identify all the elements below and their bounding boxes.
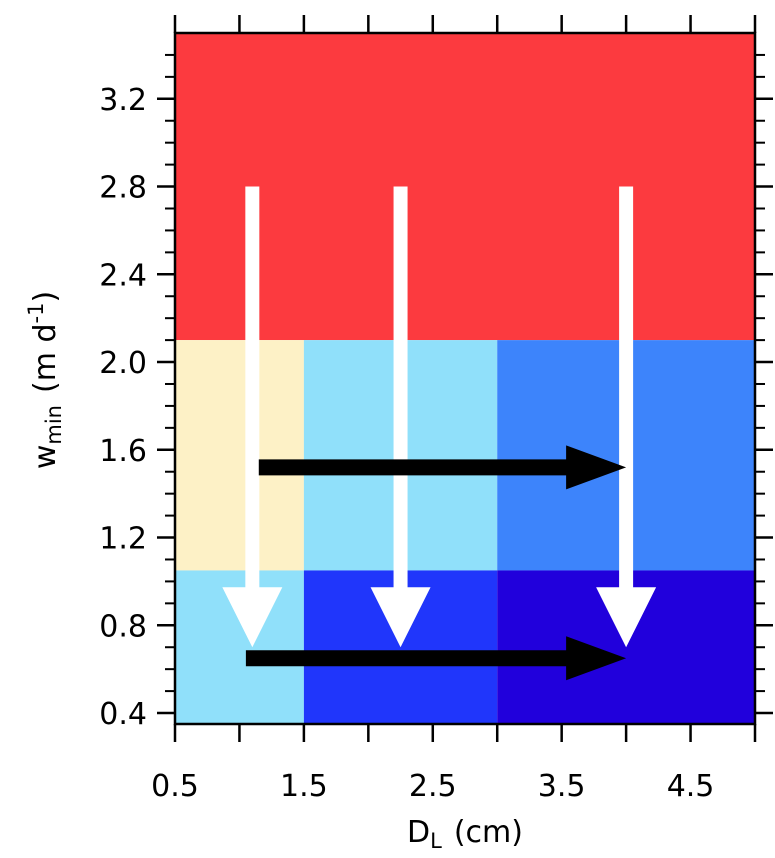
tick-labels: 0.5 1.5 2.5 3.5 4.5 0.4 0.8 1.2 1.6 2.0 2.4 2.8 3.2 xyxy=(99,83,714,804)
y-tick-label: 2.8 xyxy=(99,171,147,206)
x-tick-label: 3.5 xyxy=(538,769,586,804)
y-tick-label: 3.2 xyxy=(99,83,147,118)
y-tick-label: 2.4 xyxy=(99,258,147,293)
y-axis-label-units: (m d xyxy=(28,324,63,394)
y-tick-label: 1.2 xyxy=(99,522,147,557)
arrow-annotations xyxy=(222,186,657,681)
y-tick-label: 0.4 xyxy=(99,697,147,732)
axis-ticks xyxy=(157,15,773,742)
x-tick-label: 0.5 xyxy=(151,769,199,804)
white-down-arrow-1 xyxy=(370,186,431,648)
white-down-arrow-2 xyxy=(596,186,657,648)
heatmap-cell-0 xyxy=(175,33,755,341)
y-axis-label: wmin (m d-1) xyxy=(24,291,66,469)
black-right-arrow-3 xyxy=(258,445,627,490)
white-down-arrow-0 xyxy=(222,186,283,648)
plot-frame xyxy=(173,31,757,726)
x-axis-label: DL (cm) xyxy=(407,815,523,853)
x-axis-label-main: D xyxy=(407,815,430,850)
x-tick-label: 2.5 xyxy=(409,769,457,804)
y-axis-label-superscript: -1 xyxy=(24,303,48,324)
x-tick-label: 4.5 xyxy=(667,769,715,804)
y-axis-label-main: w xyxy=(28,445,63,470)
y-tick-label: 2.0 xyxy=(99,346,147,381)
black-right-arrow-4 xyxy=(245,636,627,681)
heatmap-cell-1 xyxy=(175,340,304,571)
y-tick-label: 0.8 xyxy=(99,609,147,644)
x-axis-label-units: (cm) xyxy=(454,815,523,850)
x-axis-label-subscript: L xyxy=(430,829,442,853)
y-axis-label-units-close: ) xyxy=(28,291,63,303)
y-tick-label: 1.6 xyxy=(99,434,147,469)
y-axis-label-subscript: min xyxy=(42,405,66,445)
x-tick-label: 1.5 xyxy=(280,769,328,804)
